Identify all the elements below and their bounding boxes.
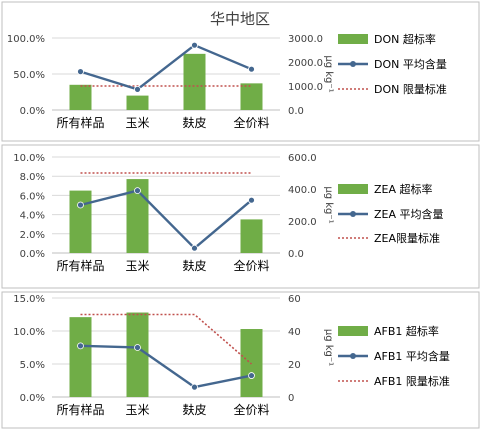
legend-swatch-bar	[338, 34, 368, 44]
average-line	[80, 44, 252, 91]
y-left-tick-label: 100.0%	[7, 34, 45, 45]
legend-swatch-marker	[350, 353, 356, 359]
x-tick-label: 全价料	[233, 115, 269, 130]
x-tick-label: 玉米	[125, 116, 149, 130]
average-point	[134, 187, 141, 195]
legend-label: AFB1 超标率	[374, 324, 439, 338]
y-right-tick-label: 20	[288, 360, 301, 371]
average-point	[77, 342, 84, 350]
y-right-tick-label: 1000.0	[288, 82, 323, 93]
y-right-tick-label: 3000.0	[288, 34, 323, 45]
y-right-tick-label: 0.0	[288, 249, 304, 260]
y-right-axis-label: μg kg⁻¹	[323, 186, 334, 223]
y-right-axis-label: μg kg⁻¹	[323, 55, 334, 92]
limit-line	[80, 313, 253, 365]
x-tick-label: 麸皮	[182, 116, 206, 130]
legend-label: DON 平均含量	[374, 57, 447, 71]
y-right-tick-label: 40	[288, 327, 301, 338]
legend-label: AFB1 平均含量	[374, 349, 450, 363]
y-right-tick-label: 200.0	[288, 217, 317, 228]
legend-label: ZEA限量标准	[374, 231, 440, 245]
bar	[240, 83, 263, 110]
x-tick-label: 麸皮	[182, 259, 206, 273]
y-left-tick-label: 6.0%	[20, 191, 45, 202]
legend-label: DON 超标率	[374, 32, 436, 46]
y-left-tick-label: 2.0%	[20, 230, 45, 241]
x-tick-label: 全价料	[233, 258, 269, 273]
legend-label: DON 限量标准	[374, 82, 447, 96]
legend-label: ZEA 超标率	[374, 182, 433, 196]
y-left-tick-label: 10.0%	[13, 327, 45, 338]
average-point	[134, 344, 141, 351]
average-point	[191, 244, 198, 252]
y-left-tick-label: 50.0%	[13, 70, 45, 81]
bar	[69, 190, 92, 253]
average-point	[77, 201, 84, 209]
x-tick-label: 玉米	[125, 259, 149, 273]
y-right-tick-label: 0	[288, 393, 294, 404]
y-right-axis-label: μg kg⁻¹	[323, 329, 334, 366]
bar	[69, 84, 92, 110]
x-tick-label: 玉米	[125, 403, 149, 417]
chart-panel-2: 0.0% 2.0% 4.0% 6.0% 8.0% 10.0% 0.0 200.0 400.0 60…	[1, 144, 480, 289]
chart-panel-1: 华中地区 0.0% 50.0% 100.0% 0.0 1000.0 2000.0 3000.0…	[1, 1, 480, 142]
y-right-tick-label: 60	[288, 294, 301, 305]
y-right-tick-label: 2000.0	[288, 58, 323, 69]
x-tick-label: 所有样品	[56, 258, 104, 273]
x-tick-label: 所有样品	[56, 402, 104, 417]
bar	[183, 53, 206, 110]
y-left-tick-label: 5.0%	[20, 360, 45, 371]
y-right-tick-label: 600.0	[288, 153, 317, 164]
legend-swatch-marker	[350, 61, 356, 67]
y-right-tick-label: 400.0	[288, 185, 317, 196]
average-line	[80, 189, 253, 250]
chart-title: 华中地区	[210, 10, 270, 28]
legend-label: ZEA 平均含量	[374, 207, 444, 221]
y-left-tick-label: 4.0%	[20, 211, 45, 222]
average-point	[248, 65, 255, 73]
x-tick-label: 所有样品	[56, 115, 104, 130]
y-left-tick-label: 0.0%	[20, 393, 45, 404]
bar	[126, 95, 149, 110]
legend-label: AFB1 限量标准	[374, 374, 450, 388]
y-right-tick-label: 0.0	[288, 106, 304, 117]
y-left-tick-label: 10.0%	[13, 153, 45, 164]
average-point	[191, 41, 198, 49]
y-left-tick-label: 15.0%	[13, 294, 45, 305]
legend-swatch-bar	[338, 184, 368, 194]
bar	[69, 317, 92, 397]
x-tick-label: 全价料	[233, 402, 269, 417]
legend-swatch-bar	[338, 326, 368, 336]
average-point	[248, 372, 255, 379]
chart-panel-3: 0.0% 5.0% 10.0% 15.0% 0 20 40 60 μg kg⁻¹ 所有样品 玉米 麸皮…	[1, 291, 480, 429]
x-tick-label: 麸皮	[182, 403, 206, 417]
average-point	[77, 68, 84, 75]
y-left-tick-label: 0.0%	[20, 249, 45, 260]
legend-swatch-marker	[350, 211, 356, 217]
average-point	[248, 196, 255, 204]
bar	[126, 312, 149, 397]
average-point	[134, 85, 141, 93]
bar	[240, 219, 263, 253]
average-line	[80, 344, 252, 389]
y-left-tick-label: 8.0%	[20, 172, 45, 183]
y-left-tick-label: 0.0%	[20, 106, 45, 117]
average-point	[191, 383, 198, 391]
